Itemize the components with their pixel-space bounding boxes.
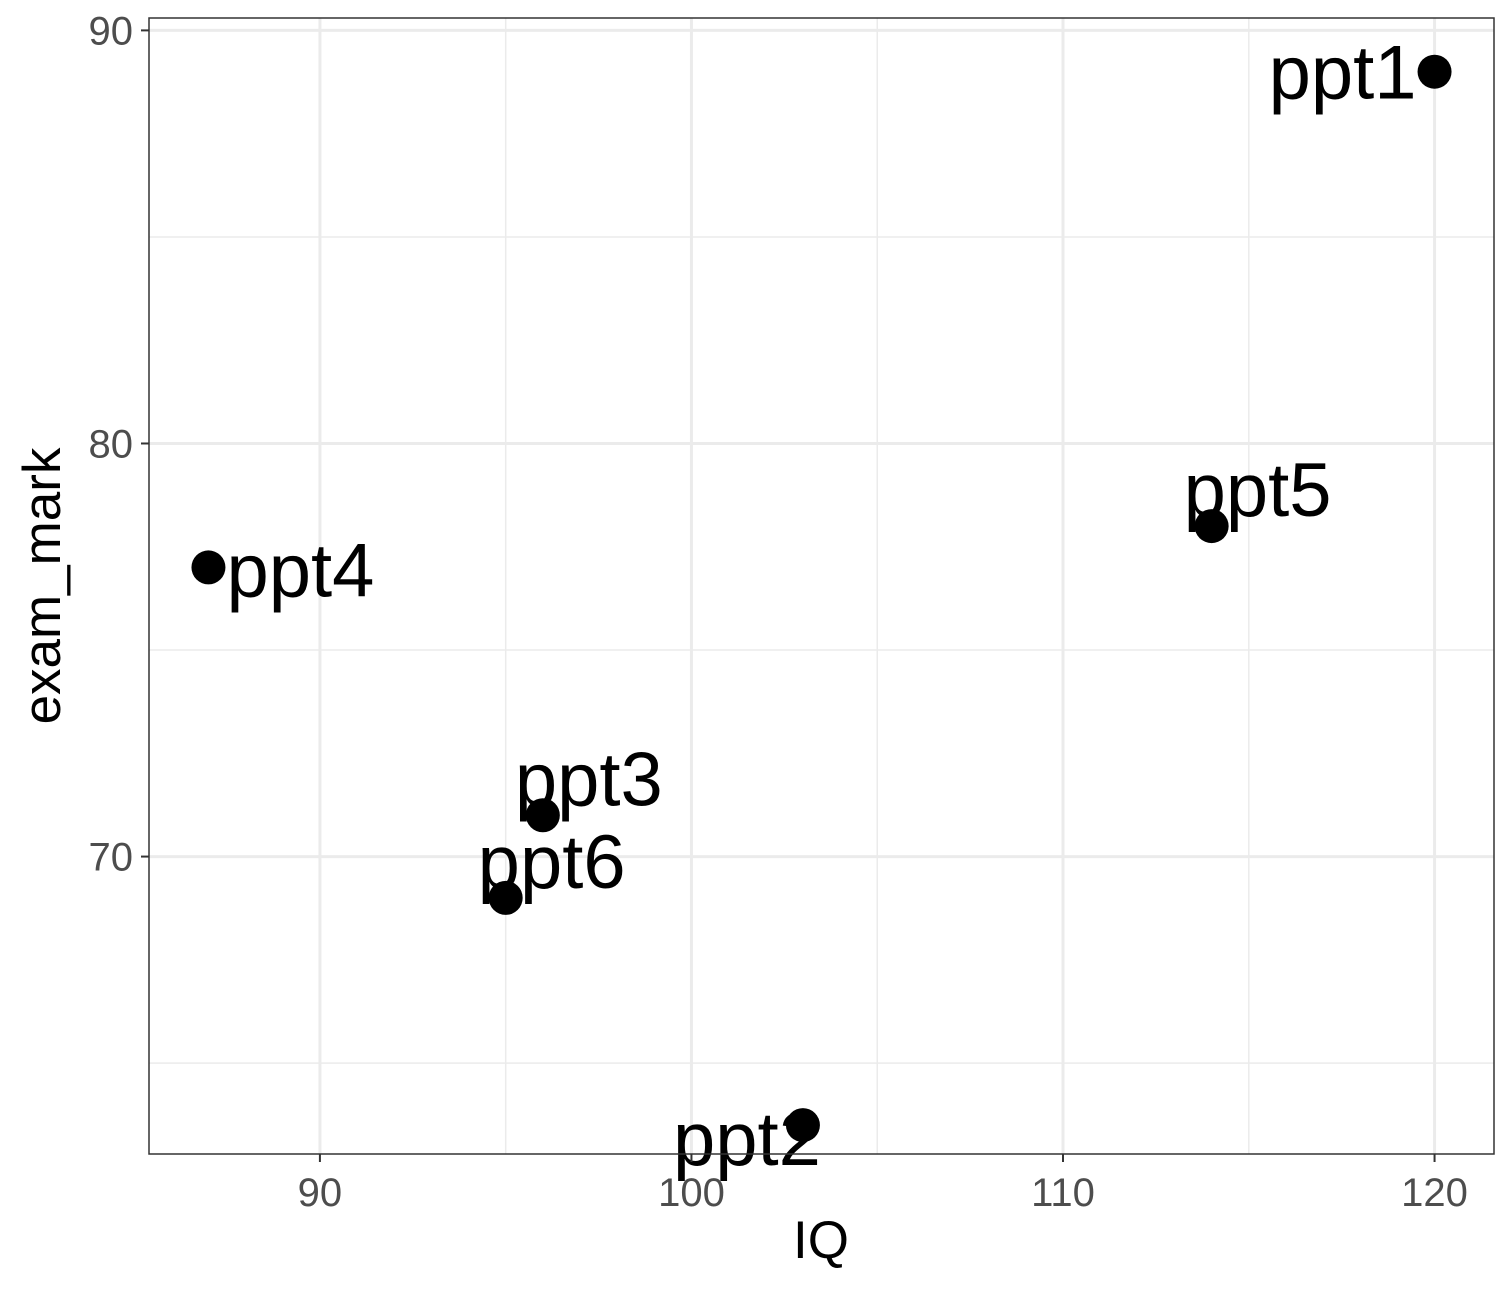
- y-tick-label: 80: [89, 422, 134, 466]
- x-tick-label: 120: [1401, 1171, 1468, 1215]
- scatter-point-ppt6: [488, 880, 523, 915]
- point-label-ppt1: ppt1: [1269, 31, 1417, 116]
- scatter-point-ppt5: [1194, 509, 1229, 544]
- scatter-point-ppt2: [785, 1108, 820, 1143]
- point-label-ppt2: ppt2: [673, 1097, 821, 1182]
- x-tick-label: 100: [658, 1171, 725, 1215]
- point-label-ppt3: ppt3: [515, 737, 663, 822]
- y-tick-label: 70: [89, 836, 134, 880]
- panel-border: [148, 17, 1495, 1155]
- scatter-point-ppt4: [191, 550, 226, 585]
- panel-background: [149, 18, 1494, 1154]
- x-axis-ticks: 90 100 110 120: [298, 1154, 1468, 1215]
- minor-gridlines: [149, 18, 1494, 1154]
- scatter-point-ppt1: [1417, 54, 1452, 89]
- major-gridlines: [149, 18, 1494, 1154]
- x-tick-label: 110: [1031, 1171, 1095, 1215]
- point-label-ppt5: ppt5: [1184, 448, 1332, 533]
- y-axis-ticks: 70 80 90: [89, 9, 149, 880]
- point-label-ppt6: ppt6: [478, 820, 626, 905]
- y-axis-title: exam_mark: [13, 447, 72, 724]
- point-label-ppt4: ppt4: [226, 528, 374, 613]
- x-tick-label: 90: [298, 1171, 343, 1215]
- point-labels: ppt1 ppt2 ppt3 ppt4 ppt5 ppt6: [226, 31, 1416, 1182]
- y-tick-label: 90: [89, 9, 134, 53]
- data-points: [191, 54, 1452, 1143]
- scatter-point-ppt3: [525, 798, 560, 833]
- x-axis-title: IQ: [793, 1211, 849, 1270]
